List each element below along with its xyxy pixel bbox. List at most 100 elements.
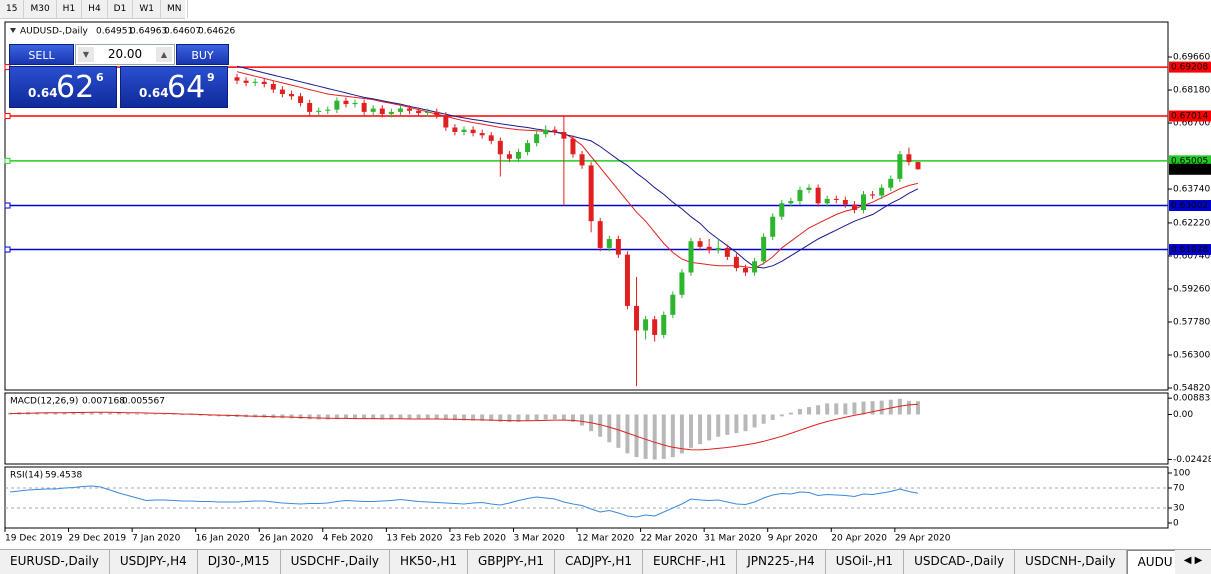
macd-bar <box>725 414 730 435</box>
macd-bar <box>71 411 76 415</box>
macd-bar <box>98 412 103 415</box>
macd-bar <box>689 414 693 448</box>
candle-body <box>861 194 867 211</box>
macd-bar <box>816 405 821 415</box>
chart-tab[interactable]: EURUSD-,Daily <box>0 550 110 574</box>
candle-body <box>234 77 240 81</box>
candle-body <box>352 102 358 105</box>
macd-bar <box>743 414 748 432</box>
timeframe[interactable]: H1 <box>57 0 83 18</box>
x-tick-label: 20 Apr 2020 <box>831 534 887 544</box>
x-tick-label: 7 Jan 2020 <box>132 534 180 544</box>
macd-bar <box>807 407 812 415</box>
macd-bar <box>334 414 339 420</box>
macd-bar <box>507 414 512 423</box>
bid-price[interactable]: 0.64 62 6 <box>9 66 117 108</box>
chart-tab[interactable]: AUDU <box>1126 550 1184 574</box>
macd-bar <box>525 414 530 422</box>
moving-average <box>236 71 919 269</box>
bid-big: 62 <box>56 70 95 105</box>
candle-body <box>742 268 748 273</box>
y-tick-label: 0.69660 <box>1173 53 1210 63</box>
candle-body <box>252 81 258 83</box>
candle-body <box>597 221 603 248</box>
timeframe[interactable]: H4 <box>82 0 108 18</box>
macd-bar <box>280 414 285 419</box>
candle-body <box>379 108 385 115</box>
macd-bar <box>788 412 793 415</box>
candle-body <box>679 272 685 295</box>
x-tick-label: 13 Feb 2020 <box>386 534 442 544</box>
tab-scroll[interactable]: ◀ ▶ <box>1175 550 1211 574</box>
level-label: 0.69208 <box>1171 63 1208 73</box>
macd-bar <box>870 401 875 415</box>
candle-body <box>479 133 485 136</box>
y-tick-label: 0.63740 <box>1173 185 1210 195</box>
y-tick-label: 30 <box>1173 504 1185 514</box>
volume-up[interactable]: ▲ <box>156 47 172 62</box>
chart-tab[interactable]: CADJPY-,H1 <box>555 550 644 574</box>
timeframe[interactable]: 15 <box>0 0 25 18</box>
candle-body <box>397 108 403 112</box>
y-tick-label: 0.60740 <box>1173 251 1210 261</box>
candle-body <box>316 110 322 112</box>
level-label-bg <box>1169 244 1211 256</box>
level-label: 0.61028 <box>1171 245 1208 255</box>
candle-body <box>779 203 785 217</box>
candle-body <box>851 204 857 211</box>
macd-bar <box>462 414 466 421</box>
volume-down[interactable]: ▼ <box>78 47 94 62</box>
chart-tab[interactable]: USDJPY-,H4 <box>110 550 198 574</box>
macd-bar <box>425 414 430 419</box>
macd-bar <box>144 413 149 415</box>
macd-bar <box>552 414 557 420</box>
sell-button[interactable]: SELL <box>9 44 74 65</box>
chart-tab[interactable]: USDCHF-,Daily <box>281 550 391 574</box>
x-tick-label: 3 Mar 2020 <box>513 534 565 544</box>
chart-tab[interactable]: JPN225-,H4 <box>737 550 826 574</box>
ask-price[interactable]: 0.64 64 9 <box>120 66 228 108</box>
timeframe[interactable]: W1 <box>133 0 161 18</box>
timeframe[interactable]: M30 <box>24 0 57 18</box>
timeframe[interactable]: D1 <box>108 0 134 18</box>
chart-tab[interactable]: DJ30-,M15 <box>198 550 281 574</box>
bid-prefix: 0.64 <box>28 86 58 100</box>
candle-body <box>806 187 812 190</box>
macd-bar <box>471 414 476 421</box>
chart-tab[interactable]: GBPJPY-,H1 <box>468 550 555 574</box>
macd-bar <box>752 414 757 428</box>
chart-tab[interactable]: USOil-,H1 <box>826 550 905 574</box>
candle-body <box>770 216 776 237</box>
ohlc-open: 0.64951 <box>96 27 133 37</box>
macd-bar <box>770 414 775 421</box>
macd-bar <box>670 414 675 458</box>
macd-bar <box>734 414 739 434</box>
macd-bar <box>135 413 140 415</box>
macd-bar <box>389 414 394 420</box>
chart-title: AUDUSD-,Daily <box>20 27 88 37</box>
timeframe[interactable]: MN <box>161 0 189 18</box>
macd-bar <box>498 414 503 422</box>
x-tick-label: 31 Mar 2020 <box>704 534 761 544</box>
macd-bar <box>80 411 85 415</box>
y-tick-label: 0.56300 <box>1173 350 1210 360</box>
y-tick-label: 0.68180 <box>1173 86 1210 96</box>
macd-bar <box>298 414 303 419</box>
candle-body <box>579 154 585 166</box>
candle-body <box>243 80 249 83</box>
chart-tab[interactable]: EURCHF-,H1 <box>643 550 738 574</box>
x-tick-label: 9 Apr 2020 <box>768 534 818 544</box>
candle-body <box>534 134 540 144</box>
macd-bar <box>698 414 703 445</box>
chart-tab[interactable]: HK50-,H1 <box>390 550 468 574</box>
volume-field[interactable]: ▼ 20.00 ▲ <box>75 44 175 65</box>
chart-tab[interactable]: USDCAD-,Daily <box>904 550 1016 574</box>
chart-tab[interactable]: USDCNH-,Daily <box>1015 550 1127 574</box>
macd-bar <box>652 414 657 460</box>
candle-body <box>706 246 712 251</box>
buy-button[interactable]: BUY <box>176 44 229 65</box>
level-label: 0.63002 <box>1171 201 1208 211</box>
rsi-value: 59.4538 <box>45 471 82 481</box>
